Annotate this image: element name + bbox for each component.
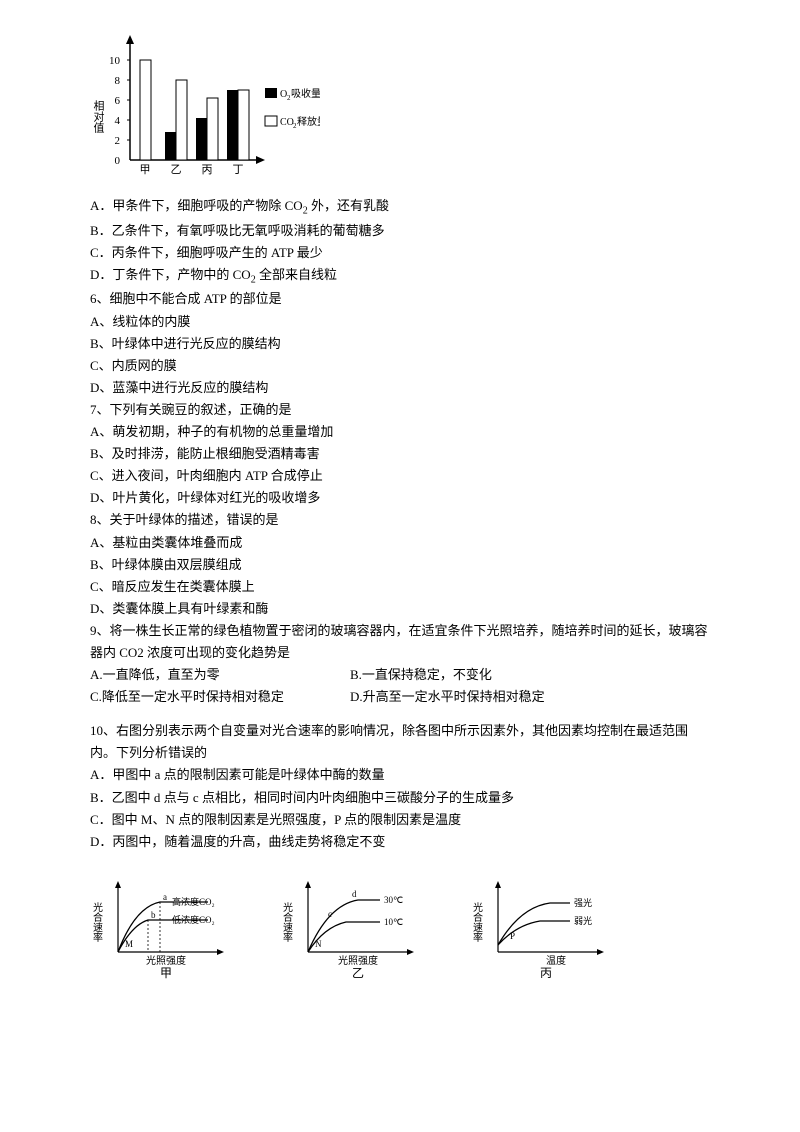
svg-text:M: M — [125, 939, 133, 949]
svg-text:P: P — [510, 931, 515, 941]
three-charts-row: 光合速率 a b M 高浓度CO₂ 低浓度CO₂ 光照强度 甲 光合速率 c d… — [90, 877, 710, 982]
chart-bing: 光合速率 P 强光 弱光 温度 丙 — [470, 877, 630, 982]
svg-text:丙: 丙 — [540, 966, 552, 980]
svg-text:低浓度CO₂: 低浓度CO₂ — [172, 914, 215, 925]
q9-option-a: A.一直降低，直至为零 — [90, 664, 350, 686]
q9-option-c: C.降低至一定水平时保持相对稳定 — [90, 686, 350, 708]
svg-text:0: 0 — [115, 155, 121, 167]
svg-text:相对值: 相对值 — [92, 100, 105, 134]
chart-yi: 光合速率 c d N 30℃ 10℃ 光照强度 乙 — [280, 877, 440, 982]
q7-option-b: B、及时排涝，能防止根细胞受酒精毒害 — [90, 443, 710, 465]
chart-jia: 光合速率 a b M 高浓度CO₂ 低浓度CO₂ 光照强度 甲 — [90, 877, 250, 982]
bar-chart-svg: 0 2 4 6 8 10 相对值 甲 乙 丙 丁 O2吸收量 CO2释放量 — [90, 30, 320, 180]
q10-option-a: A．甲图中 a 点的限制因素可能是叶绿体中酶的数量 — [90, 764, 710, 786]
svg-text:6: 6 — [115, 95, 121, 107]
svg-text:乙: 乙 — [171, 163, 182, 176]
q5-option-b: B．乙条件下，有氧呼吸比无氧呼吸消耗的葡萄糖多 — [90, 220, 710, 242]
svg-text:乙: 乙 — [352, 966, 364, 980]
svg-text:吸收量: 吸收量 — [291, 87, 320, 100]
svg-text:光合速率: 光合速率 — [91, 901, 103, 943]
q7-option-c: C、进入夜间，叶肉细胞内 ATP 合成停止 — [90, 465, 710, 487]
q6-option-a: A、线粒体的内膜 — [90, 311, 710, 333]
q10-option-d: D．丙图中，随着温度的升高，曲线走势将稳定不变 — [90, 831, 710, 853]
q8-option-a: A、基粒由类囊体堆叠而成 — [90, 532, 710, 554]
svg-text:10℃: 10℃ — [384, 917, 403, 927]
svg-text:高浓度CO₂: 高浓度CO₂ — [172, 896, 215, 907]
svg-text:10: 10 — [109, 55, 121, 67]
q8-option-b: B、叶绿体膜由双层膜组成 — [90, 554, 710, 576]
q7-option-d: D、叶片黄化，叶绿体对红光的吸收增多 — [90, 487, 710, 509]
svg-text:b: b — [151, 910, 156, 920]
q6-stem: 6、细胞中不能合成 ATP 的部位是 — [90, 288, 710, 310]
svg-text:弱光: 弱光 — [574, 915, 592, 926]
svg-text:丙: 丙 — [202, 164, 213, 176]
q9-stem: 9、将一株生长正常的绿色植物置于密闭的玻璃容器内，在适宜条件下光照培养，随培养时… — [90, 620, 710, 664]
q7-option-a: A、萌发初期，种子的有机物的总重量增加 — [90, 421, 710, 443]
q10-stem: 10、右图分别表示两个自变量对光合速率的影响情况，除各图中所示因素外，其他因素均… — [90, 720, 710, 764]
svg-text:光合速率: 光合速率 — [471, 901, 483, 943]
bar-chart-q5: 0 2 4 6 8 10 相对值 甲 乙 丙 丁 O2吸收量 CO2释放量 — [90, 30, 710, 187]
q8-option-c: C、暗反应发生在类囊体膜上 — [90, 576, 710, 598]
q10-option-b: B．乙图中 d 点与 c 点相比，相同时间内叶肉细胞中三碳酸分子的生成量多 — [90, 787, 710, 809]
q10-option-c: C．图中 M、N 点的限制因素是光照强度，P 点的限制因素是温度 — [90, 809, 710, 831]
svg-text:甲: 甲 — [160, 966, 172, 980]
q9-option-b: B.一直保持稳定，不变化 — [350, 664, 492, 686]
q6-option-d: D、蓝藻中进行光反应的膜结构 — [90, 377, 710, 399]
q9-option-d: D.升高至一定水平时保持相对稳定 — [350, 686, 545, 708]
svg-text:强光: 强光 — [574, 897, 592, 908]
q6-option-c: C、内质网的膜 — [90, 355, 710, 377]
svg-text:c: c — [328, 909, 332, 919]
q5-option-a: A．甲条件下，细胞呼吸的产物除 CO2 外，还有乳酸 — [90, 195, 710, 220]
q6-option-b: B、叶绿体中进行光反应的膜结构 — [90, 333, 710, 355]
svg-text:8: 8 — [115, 75, 121, 87]
svg-text:丁: 丁 — [233, 164, 244, 176]
svg-text:2: 2 — [115, 135, 121, 147]
q7-stem: 7、下列有关豌豆的叙述，正确的是 — [90, 399, 710, 421]
svg-text:d: d — [352, 889, 357, 899]
svg-text:光合速率: 光合速率 — [281, 901, 293, 943]
q8-stem: 8、关于叶绿体的描述，错误的是 — [90, 509, 710, 531]
q5-option-c: C．丙条件下，细胞呼吸产生的 ATP 最少 — [90, 242, 710, 264]
svg-text:释放量: 释放量 — [297, 115, 320, 128]
svg-text:甲: 甲 — [140, 164, 151, 176]
svg-text:4: 4 — [115, 115, 121, 127]
q8-option-d: D、类囊体膜上具有叶绿素和酶 — [90, 598, 710, 620]
q5-option-d: D．丁条件下，产物中的 CO2 全部来自线粒 — [90, 264, 710, 289]
svg-text:CO: CO — [280, 117, 294, 128]
svg-text:N: N — [315, 939, 322, 949]
svg-text:30℃: 30℃ — [384, 895, 403, 905]
svg-text:a: a — [163, 892, 167, 902]
